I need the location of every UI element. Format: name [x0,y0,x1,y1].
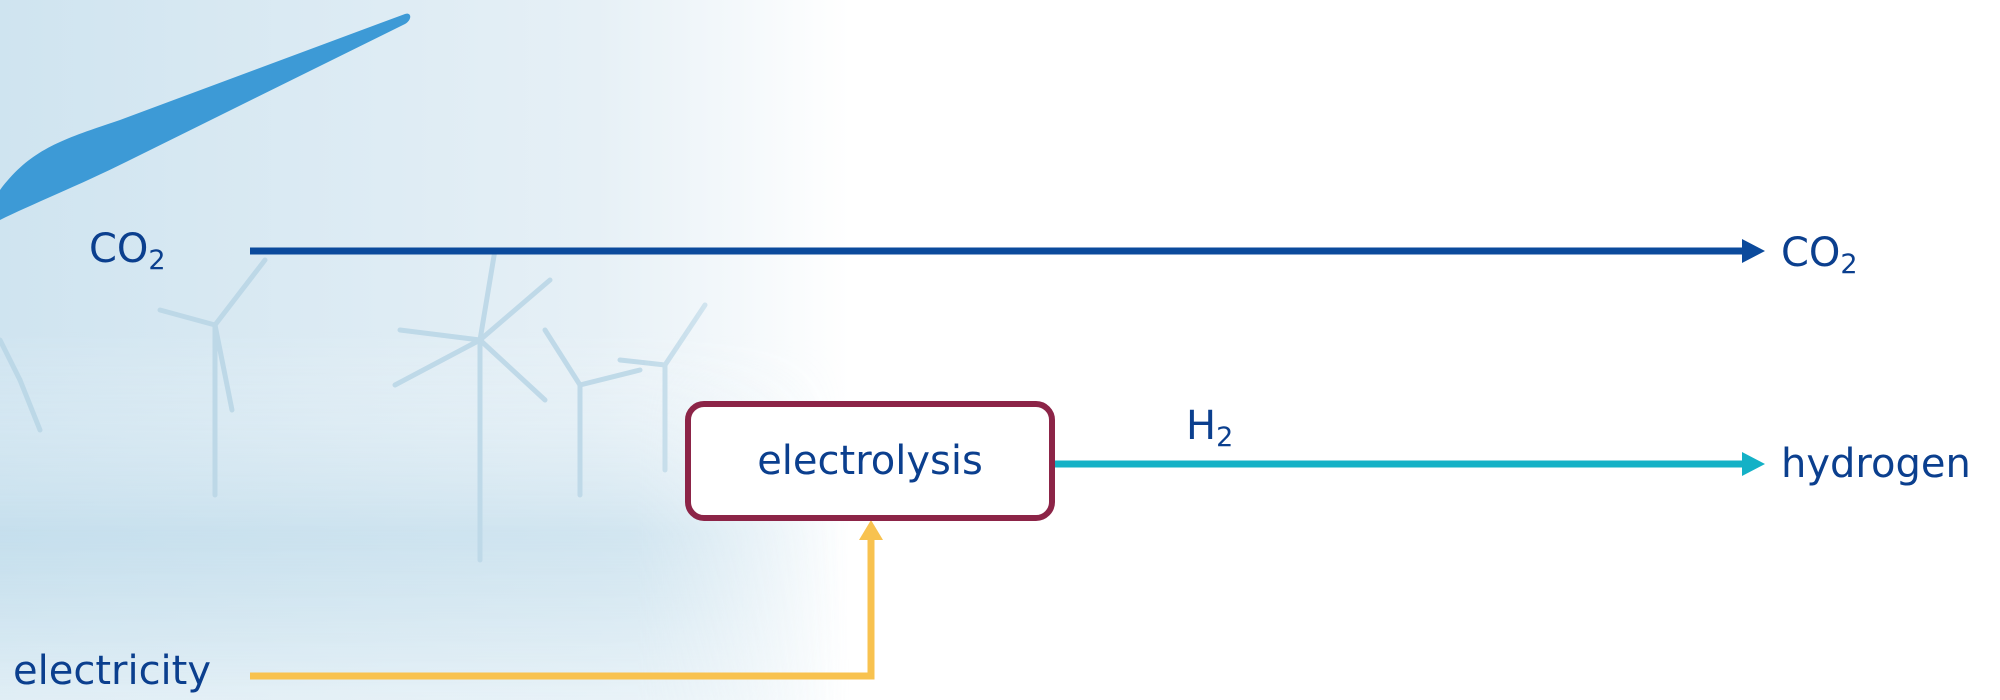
label-sub: 2 [1840,249,1857,280]
background [0,0,850,700]
h2-label: H2 [1186,403,1233,453]
electricity-label: electricity [13,648,211,694]
label-main: CO [89,226,148,272]
diagram: CO2 CO2 H2 hydrogen electricity electrol… [0,0,2000,700]
arrowhead [1742,239,1765,263]
node-label: electrolysis [757,438,983,484]
arrowhead [859,520,883,540]
label-sub: 2 [1216,422,1233,453]
co2-out-label: CO2 [1781,230,1858,280]
label-main: H [1186,403,1216,449]
label-sub: 2 [148,245,165,276]
arrowhead [1742,452,1765,476]
hydrogen-label: hydrogen [1781,441,1971,487]
label-main: CO [1781,230,1840,276]
